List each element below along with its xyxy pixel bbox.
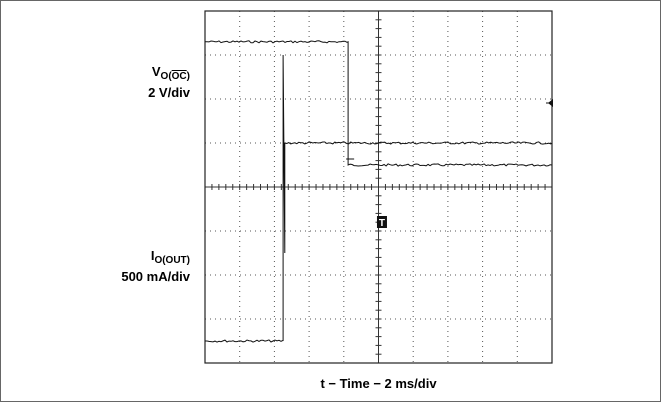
trigger-marker-label: T (379, 218, 385, 229)
